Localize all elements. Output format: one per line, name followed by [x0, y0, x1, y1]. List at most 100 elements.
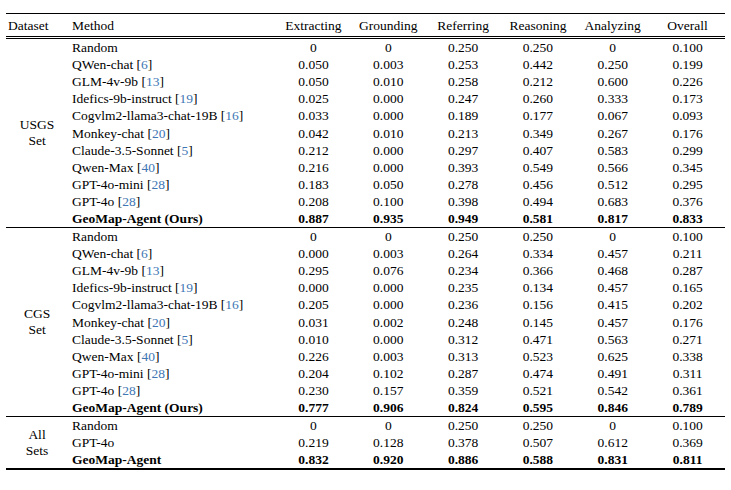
citation-link[interactable]: 28: [151, 177, 165, 192]
citation-bracket: [: [144, 126, 152, 141]
citation-bracket: ]: [239, 297, 244, 312]
score-value: 0.295: [276, 262, 351, 279]
score-value: 0.250: [426, 38, 501, 57]
citation-link[interactable]: 28: [122, 383, 136, 398]
method-name: Cogvlm2-llama3-chat-19B [16]: [68, 107, 276, 124]
score-value: 0.442: [501, 56, 576, 73]
score-value: 0.267: [575, 124, 650, 141]
score-value: 0.906: [351, 399, 426, 417]
citation-link[interactable]: 40: [141, 160, 155, 175]
score-value: 0.566: [575, 159, 650, 176]
score-value: 0.378: [426, 434, 501, 451]
citation-link[interactable]: 20: [152, 315, 166, 330]
method-name: Idefics-9b-instruct [19]: [68, 279, 276, 296]
method-name-text: GPT-4o: [72, 383, 114, 398]
score-value: 0.002: [351, 314, 426, 331]
citation-link[interactable]: 40: [141, 349, 155, 364]
citation-link[interactable]: 16: [225, 297, 239, 312]
citation-bracket: [: [114, 383, 122, 398]
dataset-label: AllSets: [6, 417, 68, 470]
citation-link[interactable]: 28: [151, 366, 165, 381]
dataset-label-line: CGS: [8, 306, 66, 322]
score-value: 0.128: [351, 434, 426, 451]
citation-bracket: ]: [148, 57, 153, 72]
table-row: QWen-chat [6]0.0500.0030.2530.4420.2500.…: [6, 56, 725, 73]
score-value: 0.050: [276, 56, 351, 73]
score-value: 0.345: [650, 159, 725, 176]
score-value: 0.789: [650, 399, 725, 417]
score-value: 0.260: [501, 90, 576, 107]
method-name: QWen-chat [6]: [68, 245, 276, 262]
score-value: 0.050: [351, 176, 426, 193]
score-value: 0.507: [501, 434, 576, 451]
citation-link[interactable]: 13: [146, 74, 160, 89]
score-value: 0.100: [650, 228, 725, 246]
table-row: CGSSetRandom000.2500.25000.100: [6, 228, 725, 246]
citation-link[interactable]: 20: [152, 126, 166, 141]
score-value: 0.025: [276, 90, 351, 107]
method-name: Random: [68, 228, 276, 246]
method-name-text: GPT-4o: [72, 435, 114, 450]
column-header-dataset: Dataset: [6, 14, 68, 38]
citation-link[interactable]: 6: [141, 57, 148, 72]
score-value: 0.521: [501, 382, 576, 399]
method-name: Qwen-Max [40]: [68, 348, 276, 365]
score-value: 0.226: [650, 73, 725, 90]
citation-bracket: ]: [193, 280, 198, 295]
score-value: 0.398: [426, 193, 501, 210]
citation-bracket: [: [133, 57, 141, 72]
score-value: 0.042: [276, 124, 351, 141]
score-value: 0.102: [351, 365, 426, 382]
score-value: 0.271: [650, 331, 725, 348]
citation-bracket: ]: [155, 349, 160, 364]
score-value: 0.050: [276, 73, 351, 90]
citation-bracket: ]: [155, 160, 160, 175]
method-name: GeoMap-Agent (Ours): [68, 210, 276, 228]
citation-link[interactable]: 13: [146, 263, 160, 278]
method-name-text: Random: [72, 418, 118, 433]
score-value: 0.935: [351, 210, 426, 228]
score-value: 0.474: [501, 365, 576, 382]
citation-bracket: [: [138, 263, 146, 278]
citation-link[interactable]: 6: [141, 246, 148, 261]
score-value: 0.625: [575, 348, 650, 365]
score-value: 0.003: [351, 56, 426, 73]
citation-bracket: [: [138, 74, 146, 89]
score-value: 0.456: [501, 176, 576, 193]
score-value: 0.832: [276, 451, 351, 469]
dataset-group: USGSSetRandom000.2500.25000.100QWen-chat…: [6, 38, 725, 228]
score-value: 0.145: [501, 314, 576, 331]
method-name: Monkey-chat [20]: [68, 124, 276, 141]
citation-bracket: [: [144, 315, 152, 330]
citation-link[interactable]: 19: [180, 91, 194, 106]
citation-link[interactable]: 16: [225, 108, 239, 123]
score-value: 0: [575, 417, 650, 435]
score-value: 0.208: [276, 193, 351, 210]
score-value: 0.000: [351, 296, 426, 313]
score-value: 0: [575, 38, 650, 57]
citation-bracket: ]: [188, 332, 193, 347]
table-row: Idefics-9b-instruct [19]0.0000.0000.2350…: [6, 279, 725, 296]
score-value: 0.247: [426, 90, 501, 107]
method-name-text: Qwen-Max: [72, 160, 133, 175]
method-name-text: Claude-3.5-Sonnet: [72, 143, 174, 158]
score-value: 0.134: [501, 279, 576, 296]
score-value: 0.250: [426, 228, 501, 246]
score-value: 0.250: [501, 417, 576, 435]
score-value: 0.471: [501, 331, 576, 348]
score-value: 0.234: [426, 262, 501, 279]
method-name-text: GPT-4o-mini: [72, 177, 144, 192]
score-value: 0.250: [426, 417, 501, 435]
score-value: 0.176: [650, 124, 725, 141]
score-value: 0.366: [501, 262, 576, 279]
dataset-label-line: USGS: [8, 117, 66, 133]
score-value: 0.523: [501, 348, 576, 365]
citation-link[interactable]: 19: [180, 280, 194, 295]
method-name: GeoMap-Agent (Ours): [68, 399, 276, 417]
score-value: 0.000: [351, 279, 426, 296]
score-value: 0.000: [276, 279, 351, 296]
citation-link[interactable]: 28: [122, 194, 136, 209]
method-name-text: GPT-4o-mini: [72, 366, 144, 381]
method-name-text: GeoMap-Agent (Ours): [72, 211, 203, 226]
table-row: GPT-4o-mini [28]0.2040.1020.2870.4740.49…: [6, 365, 725, 382]
